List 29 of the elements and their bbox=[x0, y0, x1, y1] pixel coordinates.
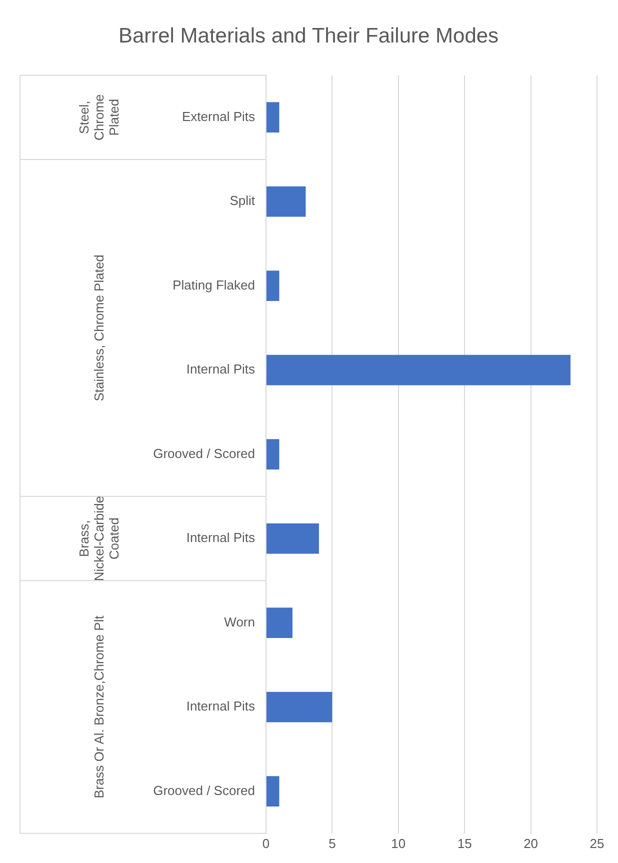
bar bbox=[266, 270, 280, 301]
chart-title: Barrel Materials and Their Failure Modes bbox=[118, 24, 499, 48]
y-tick-label: External Pits bbox=[182, 108, 256, 124]
text: Steel, Chrome Plated bbox=[76, 94, 122, 140]
bar bbox=[266, 608, 292, 638]
text: Brass Or Al. Bronze,Chrome Plt bbox=[92, 615, 107, 798]
y-tick-label: Plating Flaked bbox=[172, 277, 255, 292]
bar bbox=[266, 776, 280, 806]
x-tick-label: 5 bbox=[328, 836, 336, 851]
x-tick-label: 15 bbox=[457, 836, 472, 851]
bar bbox=[266, 439, 280, 470]
bar bbox=[266, 523, 319, 554]
y-tick-label: Internal Pits bbox=[186, 530, 256, 546]
text: Brass, Nickel-Carbide Coated bbox=[76, 496, 122, 582]
bar bbox=[266, 186, 306, 217]
x-tick-label: 20 bbox=[524, 836, 538, 851]
y-tick-label: Grooved / Scored bbox=[153, 446, 255, 461]
y-tick-label: Internal Pits bbox=[186, 362, 256, 377]
y-tick-label: Internal Pits bbox=[186, 698, 256, 714]
y-tick-label: Split bbox=[230, 193, 256, 208]
x-tick-label: 10 bbox=[391, 836, 406, 851]
bar bbox=[266, 692, 332, 722]
text: Stainless, Chrome Plated bbox=[92, 254, 107, 402]
x-tick-label: 25 bbox=[590, 836, 604, 851]
x-tick-label: 0 bbox=[262, 836, 270, 851]
y-tick-label: Worn bbox=[224, 614, 255, 630]
y-tick-label: Grooved / Scored bbox=[153, 782, 255, 798]
bar bbox=[266, 354, 571, 386]
bar bbox=[266, 102, 280, 132]
